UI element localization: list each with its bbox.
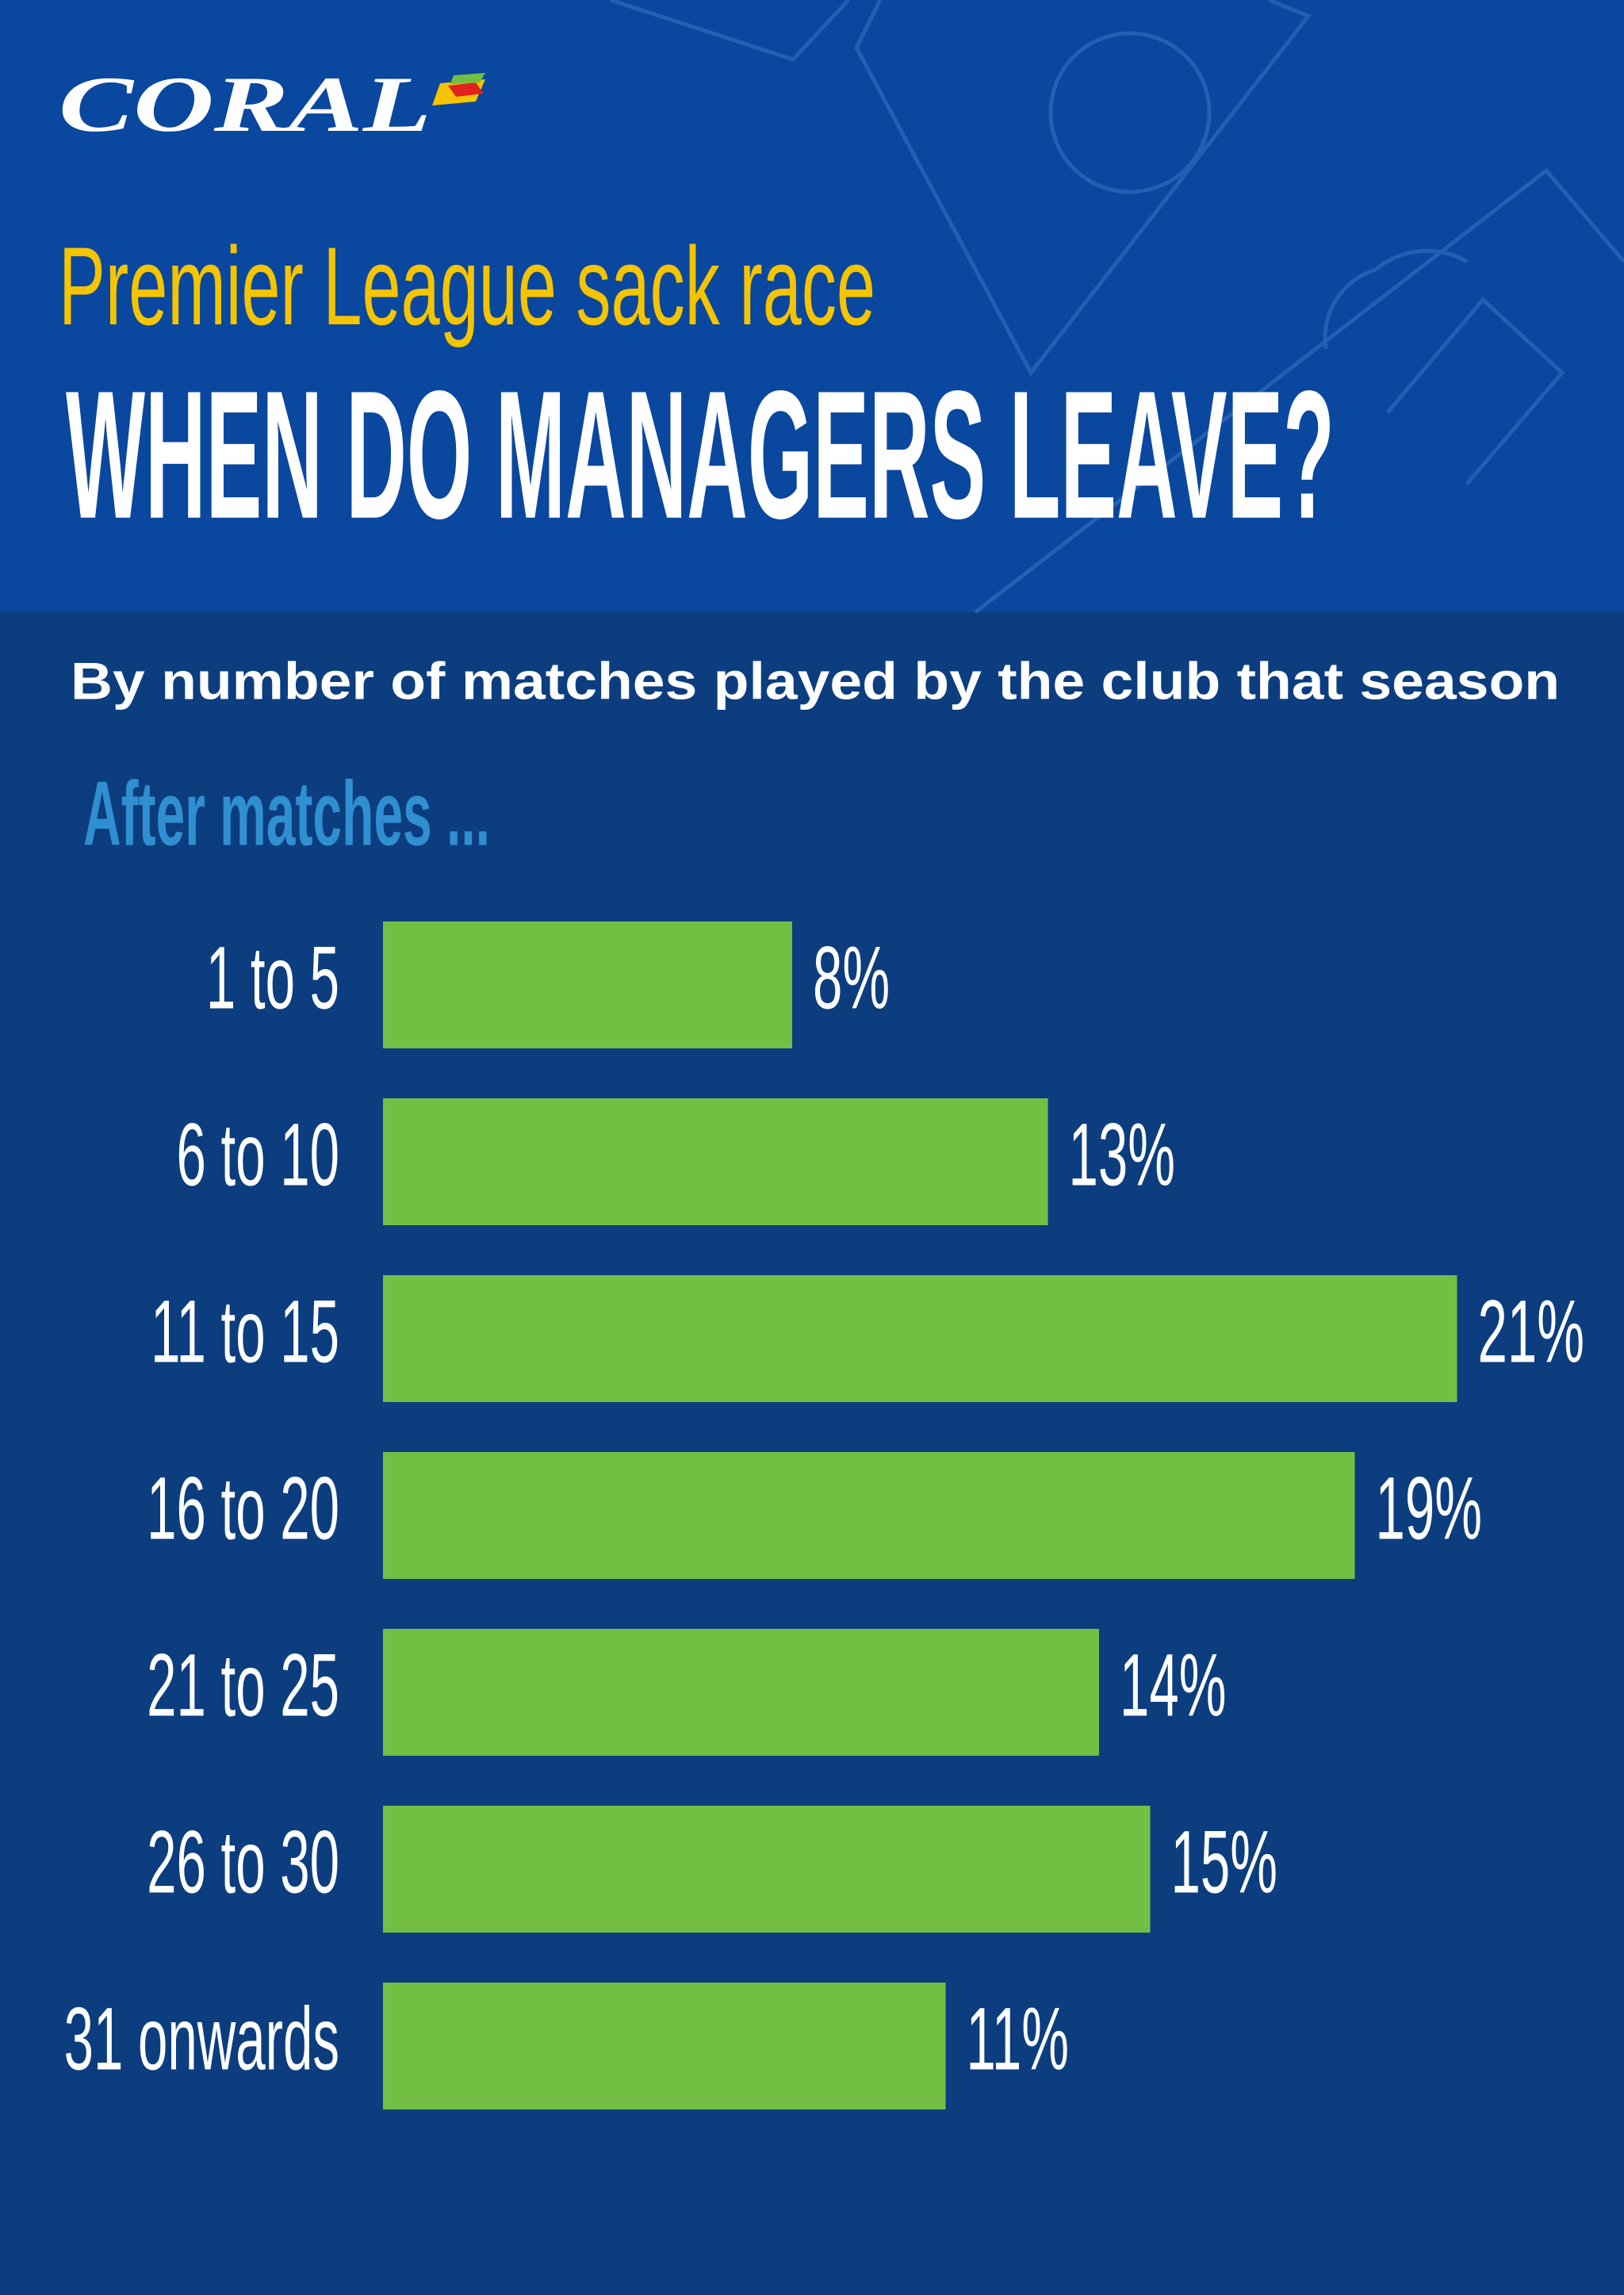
category-label: 1 to 5: [206, 928, 339, 1028]
plot: 1 to 5 8% 6 to 10 13% 11 to 15 21% 16 to 20 19%…: [64, 921, 1584, 2109]
chart-heading: WHEN DO MANAGERS LEAVE?: [66, 353, 1335, 557]
value-label: 8%: [813, 928, 890, 1028]
brand-logo: CORAL: [59, 60, 431, 148]
bar: [383, 1275, 1457, 1402]
value-label: 21%: [1478, 1282, 1584, 1381]
logo-flag-green: [450, 73, 485, 84]
category-label: 26 to 30: [147, 1812, 339, 1912]
bar: [383, 1629, 1099, 1756]
bar: [383, 1806, 1151, 1933]
header-band: [0, 0, 1624, 612]
pitch-decoration: [610, 0, 1624, 614]
axis-label: After matches ...: [83, 763, 490, 864]
category-label: 21 to 25: [147, 1635, 339, 1735]
bar: [383, 1452, 1355, 1579]
logo-flag-red: [448, 82, 484, 97]
bar: [383, 1098, 1048, 1225]
value-label: 14%: [1120, 1635, 1226, 1735]
category-label: 31 onwards: [64, 1989, 339, 2089]
category-label: 16 to 20: [147, 1458, 339, 1558]
bar: [383, 1983, 946, 2109]
chart-subtitle: By number of matches played by the club …: [71, 651, 1560, 710]
value-label: 11%: [967, 1989, 1069, 2089]
category-label: 6 to 10: [177, 1105, 339, 1205]
value-label: 19%: [1376, 1458, 1482, 1558]
value-label: 13%: [1069, 1105, 1175, 1205]
bar: [383, 921, 792, 1048]
chart-title: Premier League sack race: [59, 224, 875, 348]
value-label: 15%: [1171, 1812, 1277, 1912]
category-label: 11 to 15: [151, 1282, 339, 1381]
